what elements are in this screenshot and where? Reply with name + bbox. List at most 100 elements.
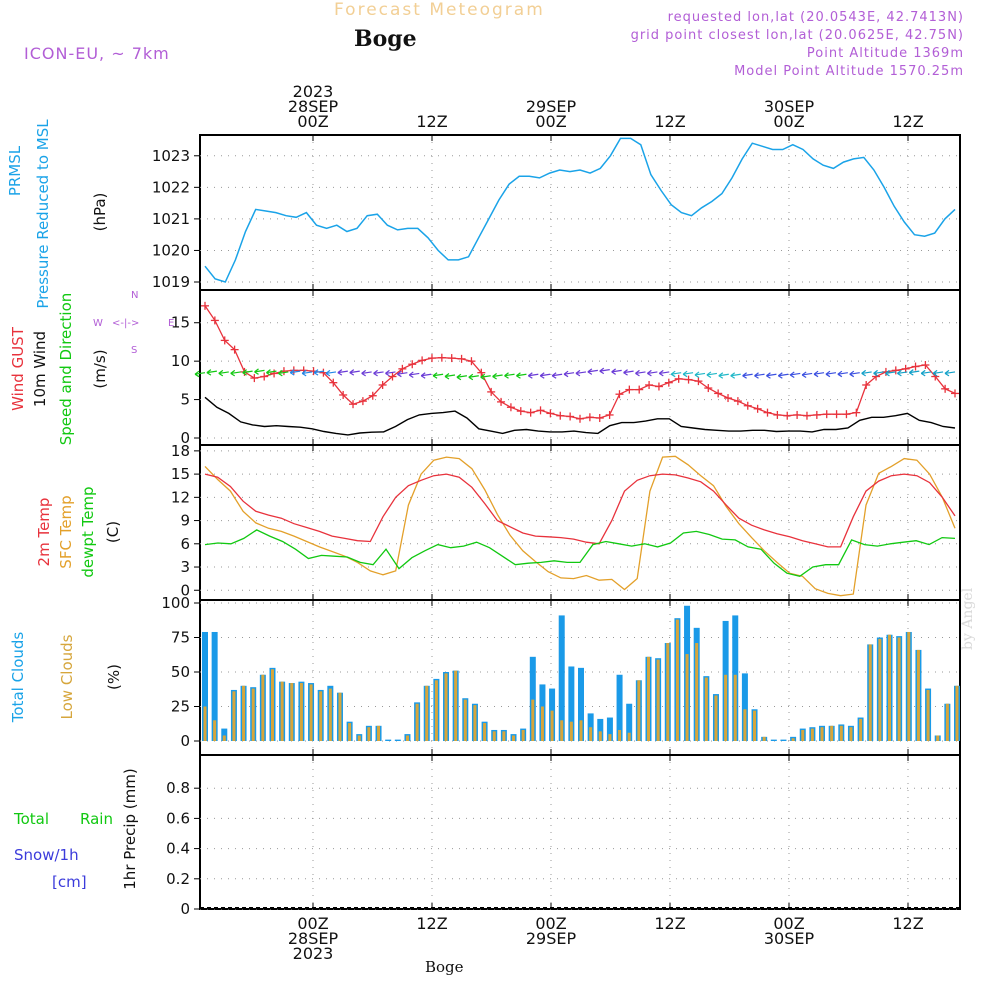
total-cloud-bar <box>626 703 633 741</box>
y-tick-label: 0 <box>180 581 190 599</box>
model-altitude: Model Point Altitude 1570.25m <box>734 64 964 79</box>
wind-direction-arrow <box>873 371 884 375</box>
top-time-label: 28SEP <box>288 97 339 116</box>
low-cloud-bar <box>434 680 438 741</box>
wind-direction-arrow <box>516 375 521 379</box>
wind-direction-arrow <box>813 373 819 378</box>
low-cloud-bar <box>926 689 930 741</box>
wind-direction-arrow <box>706 372 717 376</box>
wind-direction-arrow <box>587 368 593 373</box>
wind-direction-arrow <box>837 373 843 378</box>
wind-direction-arrow <box>337 369 343 374</box>
wind-direction-arrow <box>254 371 259 375</box>
wind-direction-arrow <box>944 371 956 375</box>
wind-direction-arrow <box>527 372 533 377</box>
wind-direction-arrow <box>432 375 438 379</box>
wind-direction-arrow <box>456 375 467 378</box>
low-cloud-bar <box>820 727 824 741</box>
wind-direction-arrow <box>611 368 617 373</box>
wind-direction-arrow <box>528 373 539 377</box>
low-cloud-bar <box>608 734 612 741</box>
total-cloud-bar <box>606 717 613 741</box>
low-cloud-bar <box>521 729 525 741</box>
wind-direction-arrow <box>849 373 855 378</box>
panel-frame <box>199 754 961 910</box>
total-cloud-bar <box>558 615 565 741</box>
wind-direction-arrow <box>778 375 783 379</box>
wind-direction-arrow <box>206 372 212 376</box>
wind-direction-arrow <box>742 373 753 377</box>
low-cloud-bar <box>579 720 583 741</box>
low-cloud-bar <box>743 709 747 741</box>
low-cloud-bar <box>405 735 409 741</box>
wind-direction-arrow <box>349 370 360 374</box>
low-cloud-bar <box>550 710 554 741</box>
wind-direction-arrow <box>658 372 664 377</box>
low-cloud-bar <box>907 631 911 741</box>
y-tick-label: 100 <box>161 594 190 612</box>
y-tick-label: 9 <box>180 512 190 530</box>
wind-direction-arrow <box>361 372 366 377</box>
wind-direction-arrow <box>575 369 581 374</box>
wind-direction-arrow <box>778 373 789 377</box>
wind-direction-arrow <box>933 371 944 375</box>
wind-direction-arrow <box>730 375 736 379</box>
y-tick-label: 50 <box>171 663 190 681</box>
footer-location: Boge <box>425 958 464 976</box>
wind-direction-arrow <box>361 369 367 374</box>
sfc-temp-line <box>204 455 956 597</box>
precip-snow-label: Snow/1h <box>14 846 79 864</box>
wind-direction-arrow <box>742 375 747 379</box>
wind-direction-arrow <box>397 372 408 375</box>
wind-direction-arrow <box>897 369 902 374</box>
wind-direction-arrow <box>694 372 706 376</box>
low-cloud-bar <box>454 670 458 741</box>
low-cloud-bar <box>540 706 544 741</box>
low-cloud-bar <box>704 677 708 741</box>
wind-direction-arrow <box>432 372 438 377</box>
low-cloud-bar <box>328 688 332 741</box>
chart-title: Forecast Meteogram <box>334 0 545 20</box>
wind-direction-arrow <box>492 373 497 377</box>
low-cloud-bar <box>367 727 371 741</box>
low-cloud-bar <box>724 674 728 741</box>
y-tick-label: 0.6 <box>166 809 190 827</box>
low-cloud-bar <box>753 710 757 741</box>
wind-direction-arrow <box>813 372 825 375</box>
wind-direction-arrow <box>444 373 450 377</box>
low-cloud-bar <box>936 735 940 741</box>
precip-total-label: Total <box>14 810 50 828</box>
total-cloud-bar <box>202 631 208 741</box>
total-cloud-bar <box>529 656 536 741</box>
wind-direction-arrow <box>278 371 289 375</box>
gust-line <box>204 305 956 420</box>
wind-direction-arrow <box>385 369 390 374</box>
wind-direction-arrow <box>504 375 509 379</box>
wind-direction-arrow <box>385 372 390 377</box>
wind-direction-arrow <box>599 369 610 372</box>
wind-direction-arrow <box>789 371 795 376</box>
wind-direction-arrow <box>480 376 486 381</box>
wind-direction-arrow <box>635 371 646 375</box>
wind-direction-arrow <box>444 375 450 380</box>
low-cloud-bar <box>859 718 863 741</box>
low-cloud-bar <box>627 732 631 741</box>
low-cloud-bar <box>299 683 303 741</box>
wind-direction-arrow <box>921 371 932 375</box>
wind-direction-arrow <box>801 374 807 378</box>
wind-direction-arrow <box>789 374 795 378</box>
wind-direction-arrow <box>599 367 605 372</box>
wind-direction-arrow <box>944 369 950 374</box>
wind-direction-arrow <box>885 369 890 374</box>
top-time-label: 12Z <box>892 112 923 131</box>
wind-direction-arrow <box>623 372 628 376</box>
y-tick-label: 3 <box>180 558 190 576</box>
wind-direction-arrow <box>802 372 813 376</box>
low-cloud-bar <box>897 637 901 741</box>
y-tick-label: 1019 <box>152 273 190 291</box>
total-cloud-bar <box>578 667 584 741</box>
wind-direction-arrow <box>337 372 343 376</box>
low-cloud-bar <box>261 674 265 741</box>
panel-frame <box>199 134 961 291</box>
